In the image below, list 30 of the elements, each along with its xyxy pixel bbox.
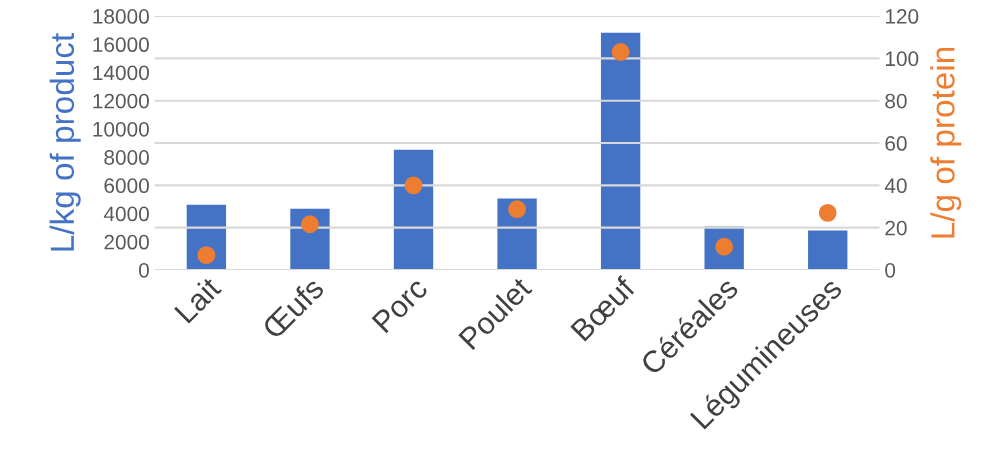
- y-tick-label: 8000: [104, 150, 149, 165]
- y2-axis-title: L/g of protein: [930, 47, 962, 238]
- y-axis-title: L/kg of product: [49, 33, 81, 251]
- point: [197, 246, 216, 265]
- y-tick-label: 18000: [93, 9, 149, 24]
- point: [301, 215, 319, 234]
- point: [404, 176, 423, 195]
- y-tick-label: 6000: [104, 178, 149, 194]
- y-tick-label: 16000: [93, 37, 149, 53]
- point: [611, 43, 630, 61]
- y2-tick-label: 80: [885, 93, 907, 109]
- y-tick-label: 14000: [93, 65, 149, 81]
- bar: [600, 32, 641, 270]
- y-tick-label: 2000: [104, 234, 149, 250]
- y-tick-label: 4000: [103, 206, 149, 222]
- y2-tick-label: 0: [885, 262, 896, 278]
- bar: [497, 198, 537, 270]
- y2-tick-label: 20: [885, 220, 907, 236]
- x-tick-label: Lait: [173, 275, 223, 324]
- y2-tick-label: 100: [885, 51, 919, 67]
- y2-tick-label: 120: [885, 9, 919, 24]
- y-tick-label: 0: [138, 262, 149, 278]
- bar: [393, 149, 434, 270]
- bar: [808, 230, 848, 270]
- y2-tick-label: 60: [885, 136, 907, 151]
- point: [508, 200, 526, 219]
- y-tick-label: 12000: [93, 93, 149, 109]
- y2-tick-label: 40: [884, 178, 907, 194]
- y-tick-label: 10000: [93, 121, 149, 137]
- point: [818, 203, 837, 222]
